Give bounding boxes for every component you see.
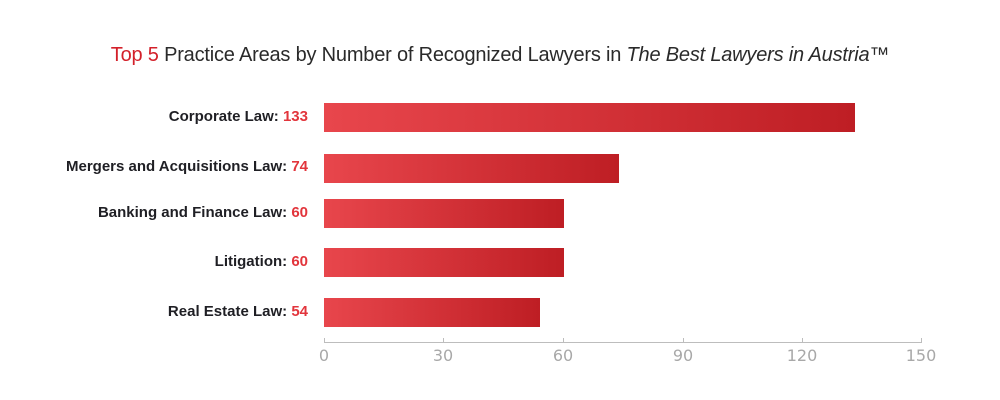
bar-banking-finance-law [324,199,564,228]
bar-label-mergers-acquisitions-law: Mergers and Acquisitions Law: 74 [65,158,308,175]
bar-mergers-acquisitions-law [324,154,619,183]
x-tick-label: 120 [786,346,818,365]
bar-real-estate-law [324,298,540,327]
x-tick [443,338,444,343]
x-tick-label: 0 [318,346,330,365]
title-highlight: Top 5 [110,44,159,66]
bar-value: 54 [291,303,308,320]
bar-value: 133 [282,108,308,125]
bar-label-real-estate-law: Real Estate Law: 54 [167,303,308,320]
bar-value: 60 [291,253,308,270]
x-tick-label: 90 [672,346,694,365]
x-tick [324,338,325,343]
bar-litigation [324,248,564,277]
title-trademark: ™ [869,44,890,66]
bar-label-corporate-law: Corporate Law: 133 [168,108,308,125]
bar-label-banking-finance-law: Banking and Finance Law: 60 [97,204,308,221]
title-main: Practice Areas by Number of Recognized L… [158,44,627,66]
x-tick [683,338,684,343]
x-tick [802,338,803,343]
x-tick-label: 30 [432,346,454,365]
x-tick-label: 150 [905,346,937,365]
bar-label-litigation: Litigation: 60 [214,253,308,270]
chart-title: Top 5 Practice Areas by Number of Recogn… [0,44,1000,67]
bar-value: 74 [291,158,308,175]
x-axis-line [324,342,922,343]
x-tick [921,338,922,343]
title-publication: The Best Lawyers in Austria [626,44,870,66]
bar-value: 60 [291,204,308,221]
x-tick-label: 60 [552,346,574,365]
bar-corporate-law [324,103,855,132]
x-tick [563,338,564,343]
